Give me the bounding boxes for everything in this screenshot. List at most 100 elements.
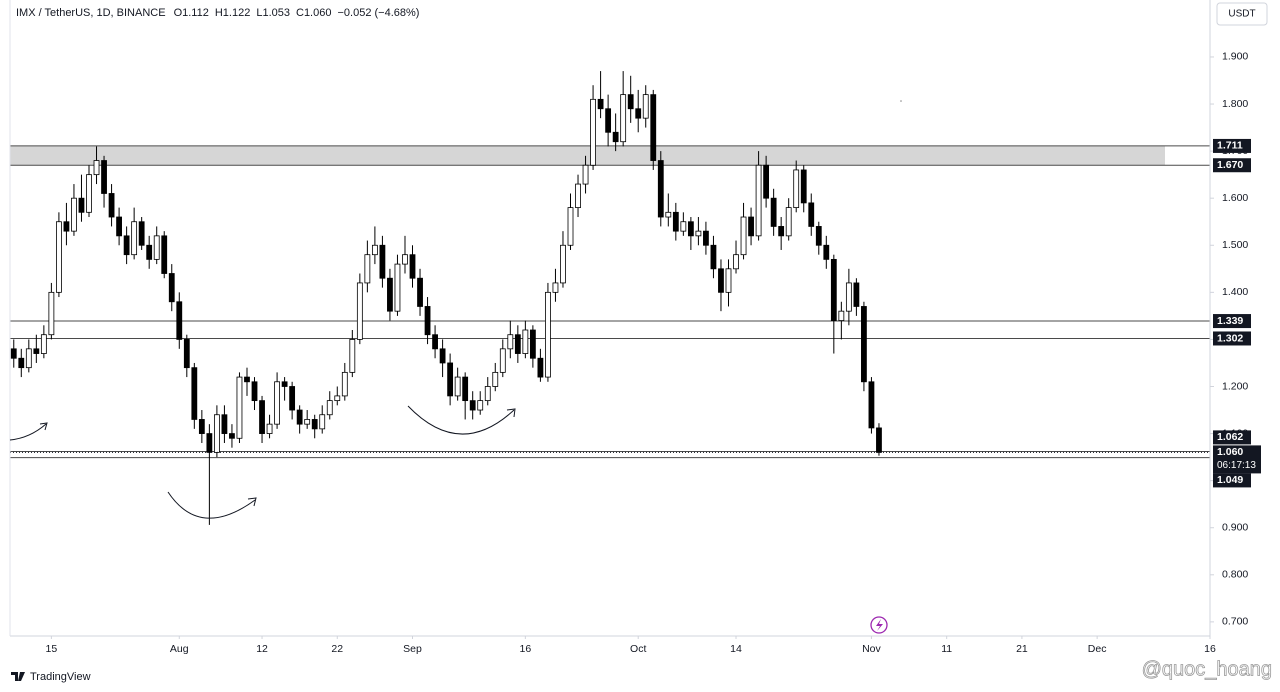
last-price-box — [1213, 445, 1261, 474]
candle-body — [695, 230, 702, 237]
candle-body — [823, 244, 830, 260]
candle-body — [725, 268, 732, 293]
candle-body — [379, 244, 386, 279]
y-tick-label: 0.800 — [1222, 569, 1248, 581]
drawings — [9, 405, 516, 519]
candle-body — [334, 395, 341, 402]
candle-body — [341, 371, 348, 397]
candle-body — [605, 108, 612, 133]
x-tick-label: 14 — [730, 643, 742, 655]
candle-body — [153, 235, 160, 260]
level-label-box — [1213, 158, 1251, 173]
curve-arrow — [9, 423, 47, 441]
candle-body — [545, 291, 551, 378]
legend-low: L1.053 — [256, 7, 290, 19]
candle-body — [71, 197, 77, 232]
candle-body — [432, 334, 438, 350]
candle-body — [296, 409, 303, 425]
candle-body — [116, 216, 122, 237]
candle-body — [229, 433, 235, 439]
candle-body — [657, 160, 664, 218]
y-tick-label: 0.900 — [1222, 522, 1248, 534]
candle-body — [191, 367, 198, 420]
candle-body — [830, 258, 837, 321]
candle-body — [364, 254, 371, 284]
candle-body — [755, 164, 762, 237]
last-price-label: 1.060 — [1217, 446, 1243, 458]
candle-body — [439, 348, 446, 364]
candle-body — [123, 235, 130, 256]
curve-arrow — [167, 491, 256, 519]
curve-arrow — [407, 405, 515, 435]
watermark: @quoc_hoang — [1142, 658, 1272, 680]
candle-body — [48, 291, 55, 336]
candle-body — [356, 282, 363, 340]
candle-body — [597, 98, 604, 110]
candle-body — [409, 254, 416, 279]
candle-body — [800, 169, 807, 204]
candle-body — [198, 419, 205, 434]
candle-body — [845, 282, 852, 312]
y-tick-label: 1.900 — [1222, 51, 1248, 63]
x-tick-label: Dec — [1088, 643, 1107, 655]
y-tick-label: 1.500 — [1222, 239, 1248, 251]
candle-body — [793, 169, 800, 209]
legend-close: C1.060 — [296, 7, 331, 19]
x-tick-label: 12 — [256, 643, 268, 655]
x-tick-label: 22 — [331, 643, 343, 655]
candle-body — [168, 273, 175, 303]
candle-body — [815, 226, 822, 246]
candle-body — [770, 197, 777, 227]
candle-body — [371, 244, 378, 256]
candle-body — [733, 254, 739, 270]
level-label: 1.302 — [1217, 332, 1243, 344]
candle-body — [740, 216, 747, 256]
candle-body — [311, 419, 318, 430]
candle-body — [176, 301, 183, 340]
currency-button[interactable] — [1216, 2, 1268, 26]
level-label: 1.711 — [1217, 140, 1243, 152]
candle-body — [326, 400, 333, 416]
candle-body — [703, 230, 709, 246]
candle-body — [529, 329, 536, 359]
candle-body — [319, 414, 326, 430]
level-label-box — [1213, 430, 1251, 445]
x-tick-label: Nov — [862, 643, 881, 655]
resistance-zone — [10, 145, 1165, 166]
y-tick-label: 1.600 — [1222, 192, 1248, 204]
y-tick-label: 1.800 — [1222, 98, 1248, 110]
candle-body — [590, 98, 596, 166]
dot — [900, 100, 902, 102]
plot-area — [10, 71, 1210, 525]
candle-body — [582, 164, 589, 185]
currency-label[interactable]: USDT — [1228, 9, 1255, 20]
candle-body — [10, 348, 17, 359]
candle-body — [560, 244, 566, 284]
candle-body — [259, 400, 265, 434]
candle-body — [477, 400, 484, 411]
event-bolt[interactable] — [876, 619, 883, 631]
candle-body — [462, 376, 469, 402]
symbol: IMX / TetherUS, 1D, BINANCE — [16, 7, 166, 19]
candle-body — [469, 400, 476, 411]
candle-body — [454, 376, 461, 397]
candle-body — [101, 160, 107, 194]
candle-body — [710, 244, 717, 270]
candle-body — [394, 263, 401, 312]
candle-body — [514, 334, 521, 354]
candle-body — [522, 329, 529, 354]
candle-body — [620, 94, 627, 143]
candle-body — [499, 348, 506, 373]
candle-body — [650, 94, 657, 161]
candle-body — [402, 254, 408, 265]
candle-body — [266, 423, 273, 434]
level-label: 1.049 — [1217, 474, 1243, 486]
level-label: 1.339 — [1217, 315, 1243, 327]
candle-body — [853, 282, 860, 307]
candle-body — [56, 221, 62, 293]
candle-body — [251, 381, 258, 402]
candle-body — [281, 381, 288, 387]
x-tick-label: Sep — [403, 643, 422, 655]
